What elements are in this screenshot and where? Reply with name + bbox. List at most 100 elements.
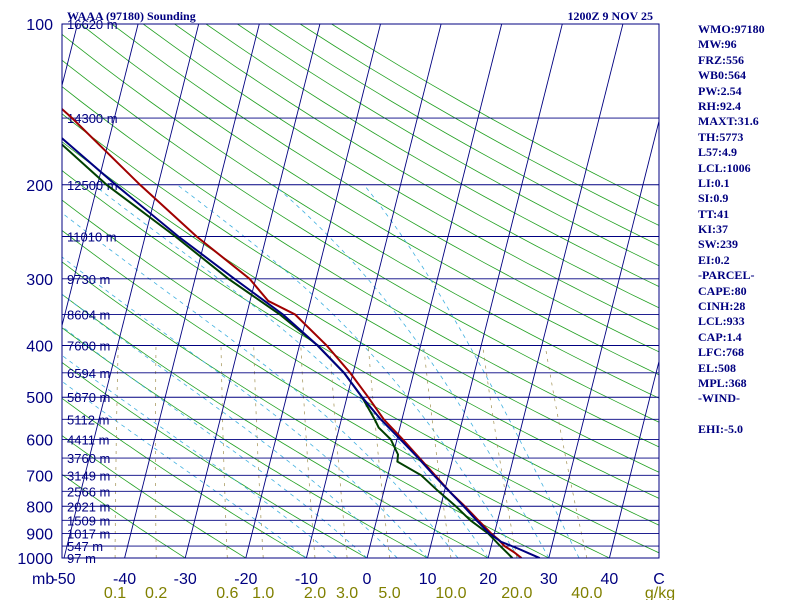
station-title: WAAA (97180) Sounding [67,9,196,23]
height-label: 2021 m [67,499,110,514]
temperature-tick-label: -50 [52,571,75,588]
temperature-tick-label: 30 [540,571,558,588]
mixing-ratio-label: 20.0 [501,585,532,600]
pressure-tick-label: 800 [26,499,53,516]
series-parcel-path [62,136,541,558]
temperature-tick-label: 40 [601,571,619,588]
temperature-tick-label: -40 [113,571,136,588]
height-label: 4411 m [67,433,109,448]
mixing-ratio-label: 40.0 [571,585,602,600]
mixing-ratio-label: 0.2 [145,585,167,600]
pressure-tick-label: 400 [26,339,53,356]
moist-adiabat-line [62,326,368,558]
mixing-ratio-label: 1.0 [252,585,274,600]
index-entry: MPL:368 [698,375,747,390]
index-entry: WMO:97180 [698,22,765,36]
temperature-tick-label: 0 [363,571,372,588]
height-label: 6594 m [67,366,110,381]
height-label: 8604 m [67,308,110,323]
index-entry: CAP:1.4 [698,329,742,344]
index-entry: LCL:933 [698,314,745,329]
index-entry: LFC:768 [698,345,744,360]
series-dewpoint [62,143,514,558]
index-entry: -WIND- [698,391,740,406]
index-entry: CINH:28 [698,299,746,314]
moist-adiabat-line [363,184,580,558]
height-label: 7600 m [67,339,110,354]
height-label: 14300 m [67,111,118,126]
isotherm-line [305,24,442,558]
pressure-tick-label: 600 [26,433,53,450]
mixing-ratio-unit-label: g/kg [645,585,675,600]
mixing-ratio-label: 5.0 [378,585,400,600]
isotherm-line [427,24,563,558]
height-label: 5870 m [67,390,110,405]
index-entry: LI:0.1 [698,175,730,190]
isotherm-line [63,24,200,558]
mixing-ratio-label: 2.0 [304,585,326,600]
index-entry: SW:239 [698,237,739,252]
index-entry: LCL:1006 [698,160,751,175]
index-entry: TT:41 [698,206,730,221]
pressure-tick-label: 900 [26,527,53,544]
index-entry: -PARCEL- [698,268,755,283]
height-label: 1017 m [67,527,110,542]
pressure-tick-label: 300 [26,272,53,289]
index-entry: MW:96 [698,37,737,52]
mixing-ratio-label: 0.6 [216,585,238,600]
isotherm-line [608,359,659,558]
height-label: 2566 m [67,484,110,499]
temperature-tick-label: -30 [174,571,197,588]
index-entry: CAPE:80 [698,283,747,298]
index-entry: FRZ:556 [698,52,744,67]
pressure-tick-label: 1000 [17,551,53,568]
index-entry: SI:0.9 [698,191,729,206]
pressure-tick-label: 100 [26,17,53,34]
sounding-time: 1200Z 9 NOV 25 [568,9,653,23]
height-label: 3149 m [67,468,110,483]
height-label: 12500 m [67,178,118,193]
isotherm-line [366,24,503,558]
index-entry: TH:5773 [698,129,744,144]
isotherm-line [487,24,624,558]
mixing-ratio-label: 0.1 [104,585,126,600]
mixing-ratio-label: 10.0 [435,585,466,600]
height-label: 5112 m [67,412,109,427]
height-label: 1509 m [67,513,110,528]
isotherm-line [62,24,139,328]
index-entry [698,407,765,422]
index-entry: WB0:564 [698,68,746,83]
temperature-tick-label: -10 [295,571,318,588]
height-label: 9730 m [67,272,110,287]
index-entry: L57:4.9 [698,145,737,160]
index-entry: PW:2.54 [698,83,742,98]
moist-adiabat-line [93,184,489,558]
sounding-traces [62,107,541,558]
stability-indices-panel: WMO:97180 MW:96 FRZ:556 WB0:564 PW:2.54 RH:92… [698,22,765,438]
plot-frame [61,23,660,559]
pressure-unit-label: mb [32,571,54,588]
pressure-tick-label: 500 [26,390,53,407]
height-label: 11010 m [67,229,117,244]
pressure-tick-label: 700 [26,468,53,485]
moist-adiabat-line [176,184,519,558]
moist-adiabat-line [62,212,459,558]
index-entry: EL:508 [698,360,737,375]
temperature-tick-label: 10 [419,571,437,588]
temperature-tick-label: -20 [234,571,257,588]
height-label: 3760 m [67,451,110,466]
isotherm-line [245,24,381,558]
isotherm-line [548,119,659,558]
index-entry: EI:0.2 [698,252,730,267]
temperature-tick-label: 20 [479,571,497,588]
index-entry: RH:92.4 [698,98,741,113]
pressure-tick-label: 200 [26,178,53,195]
index-entry: EHI:-5.0 [698,422,743,437]
isotherm-line [124,24,260,558]
index-entry: MAXT:31.6 [698,114,759,129]
grid-layer [62,24,659,558]
